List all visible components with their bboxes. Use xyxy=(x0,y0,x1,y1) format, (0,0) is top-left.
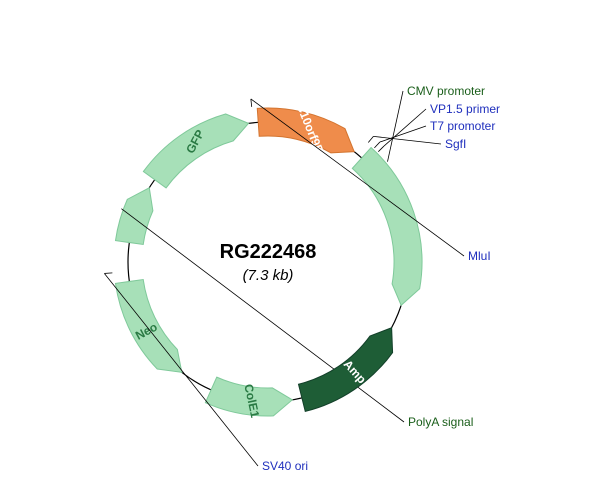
plasmid-map: CMV promoterC10orf95GFPPolyA signalNeoCo… xyxy=(0,0,600,504)
marker-label-mlui: MluI xyxy=(468,249,491,263)
plasmid-name: RG222468 xyxy=(220,241,317,263)
segment-polya xyxy=(115,188,152,245)
leader-sgfi xyxy=(373,136,441,144)
marker-label-t7: T7 promoter xyxy=(430,119,495,133)
marker-label-sgfi: SgfI xyxy=(445,137,466,151)
marker-label-vp15: VP1.5 primer xyxy=(430,102,500,116)
marker-label-sv40: SV40 ori xyxy=(262,459,308,473)
tick-vp15 xyxy=(378,146,384,152)
leader-sv40 xyxy=(104,273,258,466)
tick-sv40 xyxy=(104,273,112,274)
tick-mlui xyxy=(251,99,252,107)
tick-sgfi xyxy=(368,136,373,142)
label-polya: PolyA signal xyxy=(408,415,473,429)
tick-t7 xyxy=(374,142,379,148)
segment-cmv xyxy=(352,148,422,306)
plasmid-size: (7.3 kb) xyxy=(243,267,294,284)
label-cmv: CMV promoter xyxy=(407,84,485,98)
leader-vp15 xyxy=(384,109,426,146)
leader-cmv xyxy=(388,91,403,162)
